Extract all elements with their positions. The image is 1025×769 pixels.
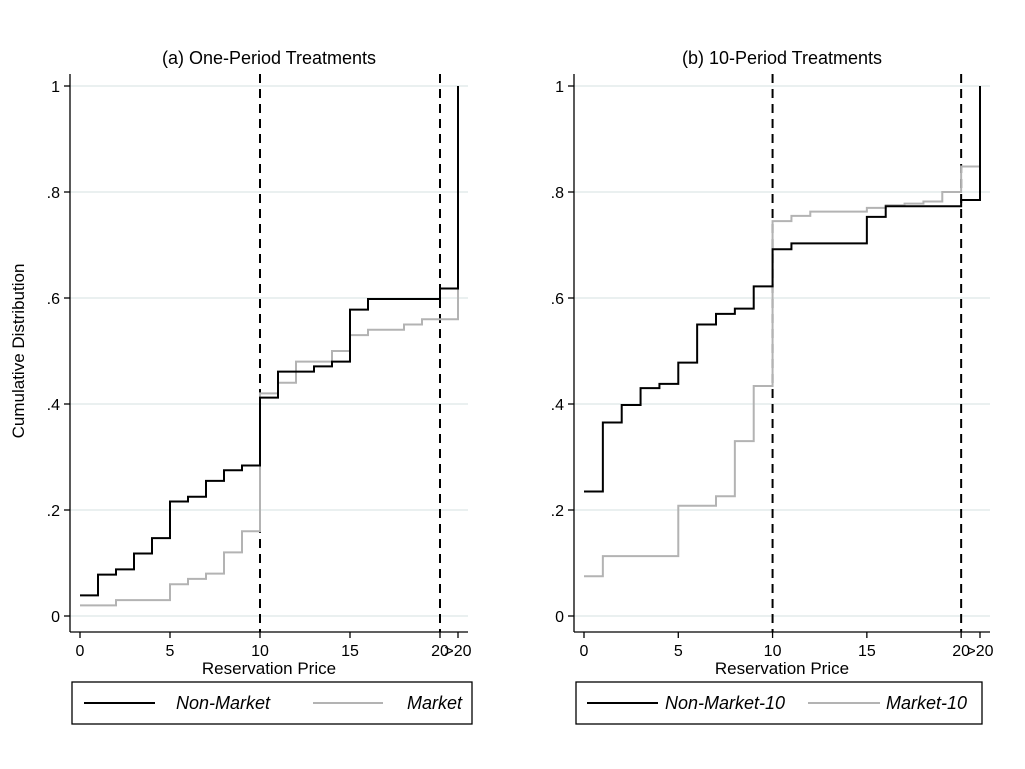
- x-tick-label: 0: [580, 643, 589, 660]
- x-tick-label: 10: [251, 643, 269, 660]
- y-tick-label: .6: [47, 291, 60, 308]
- legend-label: Market-10: [886, 693, 967, 713]
- y-tick-label: 0: [51, 609, 60, 626]
- series-line-market-10: [584, 86, 981, 578]
- x-tick-label: >20: [966, 643, 993, 660]
- x-axis-label: Reservation Price: [202, 659, 336, 678]
- y-tick-label: .6: [551, 291, 564, 308]
- y-tick-label: 0: [555, 609, 564, 626]
- y-tick-label: .4: [551, 397, 564, 414]
- x-tick-label: 20: [952, 643, 970, 660]
- legend-label: Non-Market: [176, 693, 271, 713]
- y-tick-label: .8: [551, 185, 564, 202]
- y-tick-label: .2: [47, 503, 60, 520]
- x-tick-label: 5: [166, 643, 175, 660]
- series-line-non-market-10: [584, 86, 981, 493]
- y-tick-label: 1: [51, 79, 60, 96]
- x-axis-label: Reservation Price: [715, 659, 849, 678]
- y-tick-label: .2: [551, 503, 564, 520]
- chart-title: (b) 10-Period Treatments: [682, 48, 882, 68]
- legend-label: Market: [407, 693, 463, 713]
- x-tick-label: 15: [341, 643, 359, 660]
- x-tick-label: 0: [76, 643, 85, 660]
- y-tick-label: .8: [47, 185, 60, 202]
- y-tick-label: .4: [47, 397, 60, 414]
- series-line-non-market: [80, 86, 459, 597]
- chart-panel-a: 0.2.4.6.810 5 10 15 20>20(a) One-Period Trea…: [9, 48, 473, 725]
- y-axis-label: Cumulative Distribution: [9, 264, 28, 439]
- series-line-market: [80, 86, 459, 607]
- y-tick-label: 1: [555, 79, 564, 96]
- x-tick-label: 10: [764, 643, 782, 660]
- legend-label: Non-Market-10: [665, 693, 785, 713]
- x-tick-label: 5: [674, 643, 683, 660]
- x-tick-label: >20: [444, 643, 471, 660]
- x-tick-label: 15: [858, 643, 876, 660]
- x-tick-label: 20: [431, 643, 449, 660]
- chart-panel-b: 0.2.4.6.810 5 10 15 20>20(b) 10-Period Treat…: [551, 48, 994, 725]
- chart-title: (a) One-Period Treatments: [162, 48, 376, 68]
